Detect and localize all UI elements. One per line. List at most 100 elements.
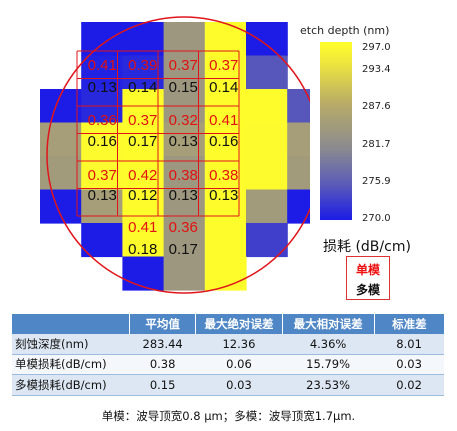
multi-mode-loss-label: 0.13 [169, 187, 198, 204]
heatmap-cell [163, 256, 206, 291]
footnote: 单模：波导顶宽0.8 μm；多模：波导顶宽1.7μm. [101, 409, 356, 423]
heatmap-cell [163, 223, 206, 258]
table-cell: 23.53% [282, 374, 375, 396]
heatmap-cell [246, 22, 288, 57]
heatmap-cell [246, 189, 288, 224]
heatmap-cell [287, 89, 310, 124]
single-mode-loss-label: 0.37 [209, 57, 238, 74]
single-mode-loss-label: 0.38 [169, 167, 198, 184]
heatmap-cell [122, 156, 165, 191]
heatmap-cell [246, 89, 288, 124]
table-row: 单模损耗(dB/cm) 0.38 0.06 15.79% 0.03 [12, 354, 444, 375]
table-cell: 0.02 [374, 374, 444, 396]
heatmap-cell [40, 156, 82, 191]
single-mode-loss-label: 0.41 [88, 57, 117, 74]
table-header-cell [12, 314, 130, 334]
table-cell: 0.03 [374, 354, 444, 375]
heatmap-cell [81, 223, 123, 258]
heatmap-cell [287, 122, 310, 157]
table-cell: 0.38 [129, 354, 196, 375]
multi-mode-loss-label: 0.18 [128, 241, 157, 258]
table-cell: 12.36 [195, 334, 283, 355]
single-mode-loss-label: 0.41 [128, 219, 157, 236]
heatmap-cell [81, 122, 123, 157]
table-cell: 8.01 [374, 334, 444, 355]
heatmap-cell [81, 156, 123, 191]
heatmap-cell [40, 189, 82, 224]
table-cell: 0.06 [195, 354, 283, 375]
measurement-grid [76, 50, 240, 217]
heatmap-cell [246, 55, 288, 90]
colorbar-tick: 297.0 [362, 42, 391, 53]
statistics-table: 平均值 最大绝对误差 最大相对误差 标准差 刻蚀深度(nm) 283.44 12… [12, 314, 444, 396]
single-mode-loss-label: 0.39 [128, 57, 157, 74]
legend-single-mode: 单模 [355, 263, 380, 277]
heatmap-cell [122, 223, 165, 258]
table-cell: 单模损耗(dB/cm) [12, 354, 130, 375]
heatmap-cell [246, 122, 288, 157]
single-mode-loss-label: 0.32 [169, 112, 198, 129]
heatmap-cell [204, 122, 247, 157]
heatmap-cell [122, 122, 165, 157]
single-mode-loss-label: 0.36 [88, 112, 117, 129]
multi-mode-loss-label: 0.13 [88, 79, 117, 96]
single-mode-loss-label: 0.37 [169, 57, 198, 74]
table-header-cell: 最大相对误差 [282, 314, 375, 334]
table-cell: 多模损耗(dB/cm) [12, 374, 130, 396]
colorbar-title: etch depth (nm) [300, 24, 390, 37]
heatmap-cell [246, 156, 288, 191]
table-header-cell: 标准差 [374, 314, 444, 334]
table-cell: 0.15 [129, 374, 196, 396]
wafer-outline [46, 16, 310, 294]
heatmap-cell [122, 55, 165, 90]
single-mode-loss-label: 0.41 [209, 112, 238, 129]
colorbar-tick: 275.9 [362, 176, 391, 187]
heatmap-cell [81, 189, 123, 224]
colorbar-tick: 270.0 [362, 213, 391, 224]
multi-mode-loss-label: 0.13 [209, 187, 238, 204]
heatmap-cell [287, 156, 310, 191]
table-cell: 刻蚀深度(nm) [12, 334, 130, 355]
table-cell: 0.03 [195, 374, 283, 396]
colorbar-tick: 281.7 [362, 139, 391, 150]
multi-mode-loss-label: 0.14 [209, 79, 238, 96]
table-header-cell: 平均值 [129, 314, 197, 334]
heatmap-cell [81, 22, 123, 57]
table-cell: 15.79% [282, 354, 375, 375]
heatmap-cell [122, 189, 165, 224]
heatmap-cell [122, 256, 165, 291]
table-row: 多模损耗(dB/cm) 0.15 0.03 23.53% 0.02 [12, 374, 444, 396]
table-cell: 283.44 [129, 334, 196, 355]
colorbar [320, 42, 352, 220]
heatmap-cell [287, 189, 310, 224]
single-mode-loss-label: 0.37 [128, 112, 157, 129]
heatmap-cell [204, 55, 247, 90]
loss-labels: 0.41 0.39 0.37 0.37 0.36 0.37 0.32 0.41 0.37 0.42… [88, 57, 239, 258]
multi-mode-loss-label: 0.17 [169, 241, 198, 258]
table-cell: 4.36% [282, 334, 375, 355]
table-row: 刻蚀深度(nm) 283.44 12.36 4.36% 8.01 [12, 334, 444, 355]
mode-legend: 单模 多模 [346, 256, 390, 300]
heatmap-cell [40, 122, 82, 157]
single-mode-loss-label: 0.37 [88, 167, 117, 184]
heatmap-cell [204, 256, 247, 291]
heatmap-cell [246, 223, 288, 258]
single-mode-loss-label: 0.36 [169, 219, 198, 236]
multi-mode-loss-label: 0.16 [88, 133, 117, 150]
multi-mode-loss-label: 0.14 [128, 79, 157, 96]
single-mode-loss-label: 0.38 [209, 167, 238, 184]
heatmap-cell [204, 189, 247, 224]
multi-mode-loss-label: 0.16 [209, 133, 238, 150]
heatmap-cells [40, 22, 310, 291]
wafer-heatmap: 0.41 0.39 0.37 0.37 0.36 0.37 0.32 0.41 0.37 0.42… [40, 16, 310, 294]
multi-mode-loss-label: 0.13 [88, 187, 117, 204]
single-mode-loss-label: 0.42 [128, 167, 157, 184]
heatmap-cell [204, 22, 247, 57]
multi-mode-loss-label: 0.12 [128, 187, 157, 204]
heatmap-cell [204, 156, 247, 191]
heatmap-cell [163, 22, 206, 57]
multi-mode-loss-label: 0.13 [169, 133, 198, 150]
multi-mode-loss-label: 0.17 [128, 133, 157, 150]
multi-mode-loss-label: 0.15 [169, 79, 198, 96]
colorbar-tick: 293.4 [362, 64, 391, 75]
